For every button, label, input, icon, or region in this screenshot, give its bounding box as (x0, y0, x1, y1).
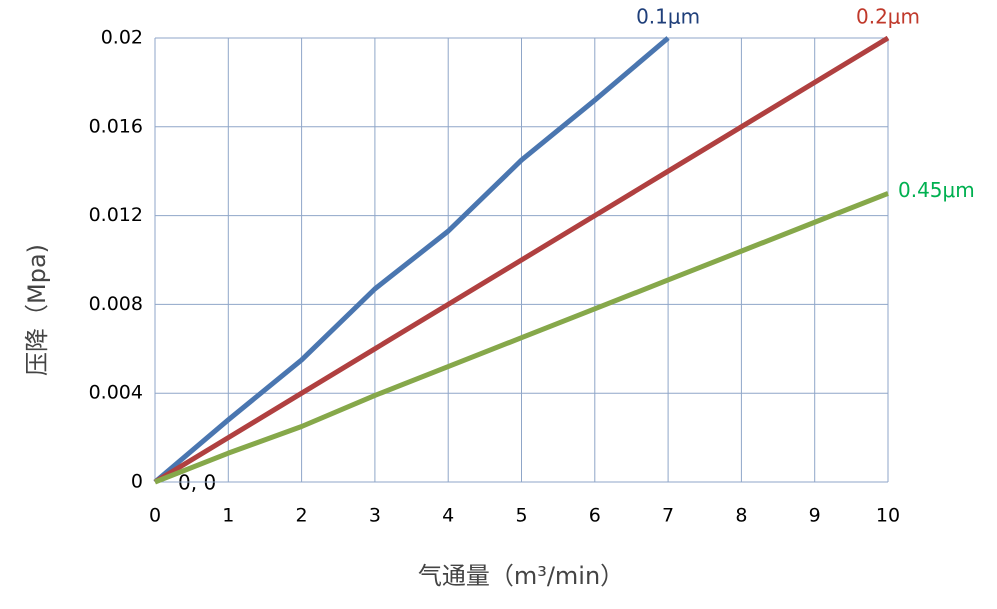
y-tick-label: 0.004 (89, 382, 143, 404)
x-tick-label: 9 (809, 505, 821, 527)
y-tick-label: 0.02 (101, 27, 143, 49)
series-label: 0.45μm (898, 178, 975, 202)
x-tick-label: 0 (149, 505, 161, 527)
y-tick-label: 0.008 (89, 293, 143, 315)
data-line (154, 191, 889, 485)
x-tick-label: 3 (369, 505, 381, 527)
x-axis-title: 气通量（m³/min） (418, 562, 624, 590)
x-tick-label: 10 (876, 505, 900, 527)
y-tick-label: 0.016 (89, 115, 143, 137)
x-tick-label: 8 (735, 505, 747, 527)
data-line (153, 36, 670, 484)
x-tick-label: 4 (442, 505, 454, 527)
y-tick-label: 0.012 (89, 204, 143, 226)
x-tick-label: 1 (222, 505, 234, 527)
series-label: 0.1μm (636, 5, 700, 29)
series-label: 0.2μm (856, 5, 920, 29)
x-tick-label: 7 (662, 505, 674, 527)
y-tick-label: 0 (131, 471, 143, 493)
x-tick-label: 2 (296, 505, 308, 527)
data-line (153, 35, 890, 485)
x-tick-label: 6 (589, 505, 601, 527)
y-axis-title: 压降（Mpa) (23, 244, 51, 376)
x-tick-label: 5 (515, 505, 527, 527)
